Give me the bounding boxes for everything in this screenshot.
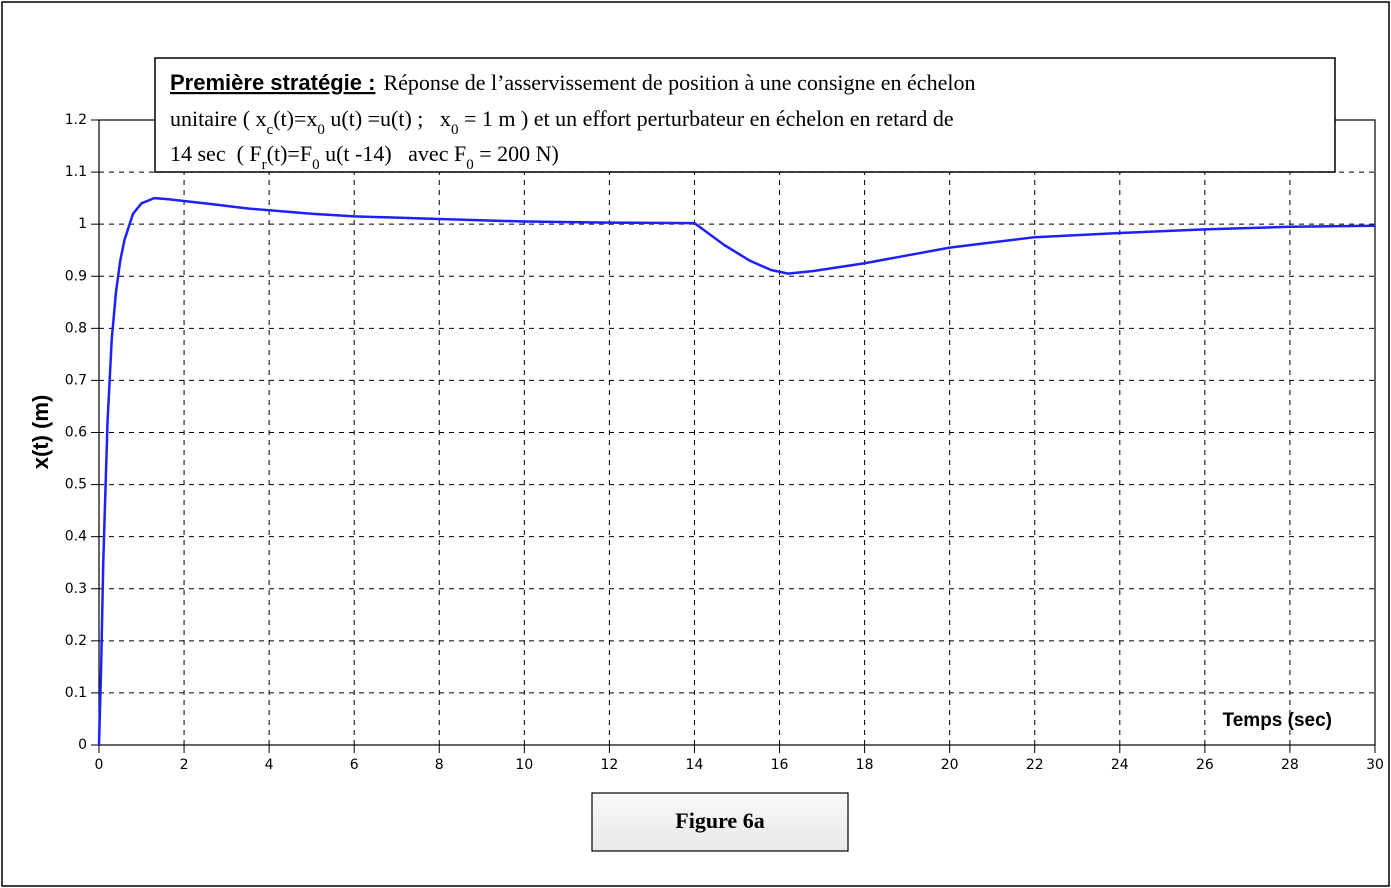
- title-text: u(t) =u(t) ; x: [325, 106, 451, 131]
- subscript: 0: [312, 157, 320, 173]
- y-axis-label: x(t) (m): [28, 395, 53, 470]
- title-text: = 1 m ) et un effort perturbateur en éch…: [458, 106, 953, 131]
- title-line: Réponse de l’asservissement de position …: [383, 70, 975, 95]
- figure-label: Figure 6a: [675, 808, 764, 833]
- title-text: 14 sec ( F: [170, 141, 262, 166]
- y-tick-label: 0.2: [65, 633, 87, 649]
- figure-label-box: [591, 792, 849, 852]
- x-tick-label: 16: [771, 757, 789, 773]
- x-tick-label: 10: [515, 757, 533, 773]
- y-tick-label: 0.5: [65, 477, 87, 493]
- x-tick-label: 14: [686, 757, 704, 773]
- x-tick-label: 26: [1196, 757, 1214, 773]
- y-tick-label: 1.1: [65, 164, 87, 180]
- y-tick-label: 0.6: [65, 425, 87, 441]
- y-tick-label: 0.4: [65, 529, 87, 545]
- title-box: [154, 57, 1336, 173]
- x-tick-label: 30: [1366, 757, 1384, 773]
- x-tick-label: 2: [180, 757, 189, 773]
- x-axis-label: Temps (sec): [1223, 710, 1332, 731]
- subscript: c: [267, 122, 274, 138]
- plot: 00.10.20.30.40.50.60.70.80.911.11.20 2 4 6 8…: [65, 112, 1384, 773]
- subscript: 0: [451, 122, 459, 138]
- subscript: 0: [466, 157, 474, 173]
- y-tick-label: 1: [78, 216, 87, 232]
- x-tick-label: 8: [435, 757, 444, 773]
- y-tick-label: 0: [78, 737, 87, 753]
- title-text: = 200 N): [474, 141, 559, 166]
- x-tick-label: 18: [856, 757, 874, 773]
- title-label: Première stratégie :: [170, 70, 375, 95]
- title-line: 14 sec ( Fr(t)=F0 u(t -14) avec F0 = 200…: [170, 141, 559, 173]
- title-text: u(t -14) avec F: [320, 141, 467, 166]
- y-tick-label: 0.7: [65, 372, 87, 388]
- title: Première stratégie : Réponse de l’asservi…: [170, 70, 975, 173]
- x-tick-label: 12: [600, 757, 618, 773]
- y-tick-label: 0.1: [65, 685, 87, 701]
- subscript: 0: [317, 122, 325, 138]
- x-tick-label: 4: [265, 757, 274, 773]
- title-line: unitaire ( xc(t)=x0 u(t) =u(t) ; x0 = 1 …: [170, 106, 954, 138]
- title-text: unitaire ( x: [170, 106, 267, 131]
- x-tick-label: 0: [95, 757, 104, 773]
- y-tick-label: 1.2: [65, 112, 87, 128]
- x-tick-label: 22: [1026, 757, 1044, 773]
- y-tick-label: 0.3: [65, 581, 87, 597]
- x-tick-label: 6: [350, 757, 359, 773]
- x-tick-label: 28: [1281, 757, 1299, 773]
- y-tick-label: 0.9: [65, 268, 87, 284]
- y-tick-label: 0.8: [65, 320, 87, 336]
- x-tick-label: 24: [1111, 757, 1129, 773]
- title-text: (t)=F: [267, 141, 312, 166]
- title-text: Réponse de l’asservissement de position …: [383, 70, 975, 95]
- title-text: (t)=x: [273, 106, 317, 131]
- subscript: r: [262, 157, 267, 173]
- x-tick-label: 20: [941, 757, 959, 773]
- data-line: [97, 196, 1376, 746]
